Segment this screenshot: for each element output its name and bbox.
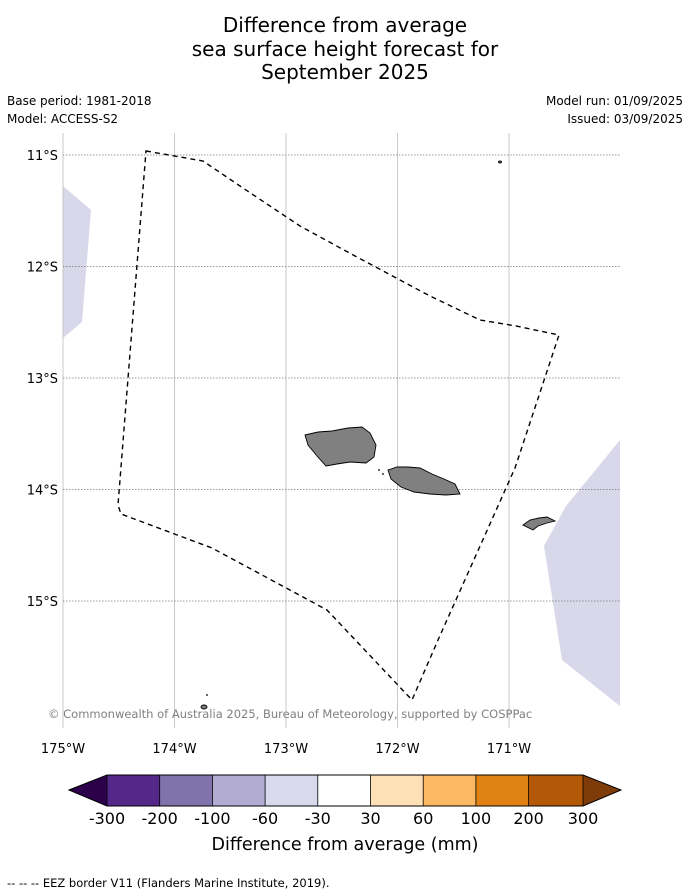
anomaly-region-east xyxy=(544,440,620,706)
small-island-south xyxy=(200,704,208,710)
map-title: Difference from average sea surface heig… xyxy=(0,13,690,85)
colorbar-bin-5 xyxy=(317,775,371,806)
issued-date: Issued: 03/09/2025 xyxy=(567,112,683,126)
colorbar-tick-5: -30 xyxy=(305,809,331,828)
model-name: Model: ACCESS-S2 xyxy=(7,112,119,126)
savaii-island xyxy=(304,426,377,467)
colorbar-bin-2 xyxy=(159,775,213,806)
land xyxy=(200,160,557,710)
colorbar-tick-4: -60 xyxy=(252,809,278,828)
lat-label-14s: 14°S xyxy=(27,484,58,499)
upolu-island xyxy=(387,466,461,496)
eez-footnote: -- -- -- EEZ border V11 (Flanders Marine… xyxy=(7,876,330,890)
tutuila-island xyxy=(522,516,557,531)
colorbar-tick-10: 300 xyxy=(568,809,599,828)
colorbar-tick-6: 30 xyxy=(360,809,380,828)
longitude-gridlines xyxy=(62,133,510,728)
anomaly-region-west xyxy=(63,186,91,338)
colorbar-tick-1: -300 xyxy=(89,809,125,828)
colorbar-bin-1 xyxy=(107,775,160,806)
colorbar-label: Difference from average (mm) xyxy=(211,835,478,855)
colorbar-bin-4 xyxy=(265,775,318,806)
lat-label-12s: 12°S xyxy=(27,261,58,276)
lon-label-174w: 174°W xyxy=(152,742,196,757)
lon-label-173w: 173°W xyxy=(264,742,308,757)
lat-label-11s: 11°S xyxy=(27,149,58,164)
title-line-1: Difference from average xyxy=(222,13,468,37)
small-island-dot-3 xyxy=(206,694,208,696)
latitude-gridlines xyxy=(63,154,620,602)
small-island-north xyxy=(498,160,502,164)
copyright-credit: © Commonwealth of Australia 2025, Bureau… xyxy=(48,707,532,721)
colorbar-bin-8 xyxy=(475,775,529,806)
title-line-2: sea surface height forecast for xyxy=(191,36,499,61)
latitude-labels: 11°S 12°S 13°S 14°S 15°S xyxy=(27,149,58,610)
small-island-dot-1 xyxy=(378,469,380,471)
lon-label-171w: 171°W xyxy=(487,742,531,757)
colorbar-extend-low xyxy=(69,775,107,806)
anomaly-field xyxy=(63,186,620,706)
colorbar-bin-9 xyxy=(528,775,583,806)
lat-label-15s: 15°S xyxy=(27,595,58,610)
colorbar-bin-6 xyxy=(370,775,424,806)
title-line-3: September 2025 xyxy=(261,60,429,84)
colorbar-tick-2: -200 xyxy=(142,809,178,828)
small-island-dot-2 xyxy=(382,473,384,475)
longitude-labels: 175°W 174°W 173°W 172°W 171°W xyxy=(41,742,531,757)
base-period: Base period: 1981-2018 xyxy=(7,94,152,108)
colorbar-tick-9: 200 xyxy=(513,809,544,828)
colorbar-tick-labels: -300 -200 -100 -60 -30 30 60 100 200 300 xyxy=(89,809,598,828)
lat-label-13s: 13°S xyxy=(27,372,58,387)
colorbar xyxy=(67,774,623,807)
colorbar-bin-7 xyxy=(423,775,476,806)
colorbar-bin-3 xyxy=(212,775,266,806)
model-run: Model run: 01/09/2025 xyxy=(545,94,683,108)
lon-label-172w: 172°W xyxy=(375,742,419,757)
lon-label-175w: 175°W xyxy=(41,742,85,757)
colorbar-tick-8: 100 xyxy=(461,809,492,828)
colorbar-tick-3: -100 xyxy=(194,809,230,828)
colorbar-tick-7: 60 xyxy=(413,809,433,828)
colorbar-extend-high xyxy=(583,775,621,806)
eez-border xyxy=(117,150,560,702)
